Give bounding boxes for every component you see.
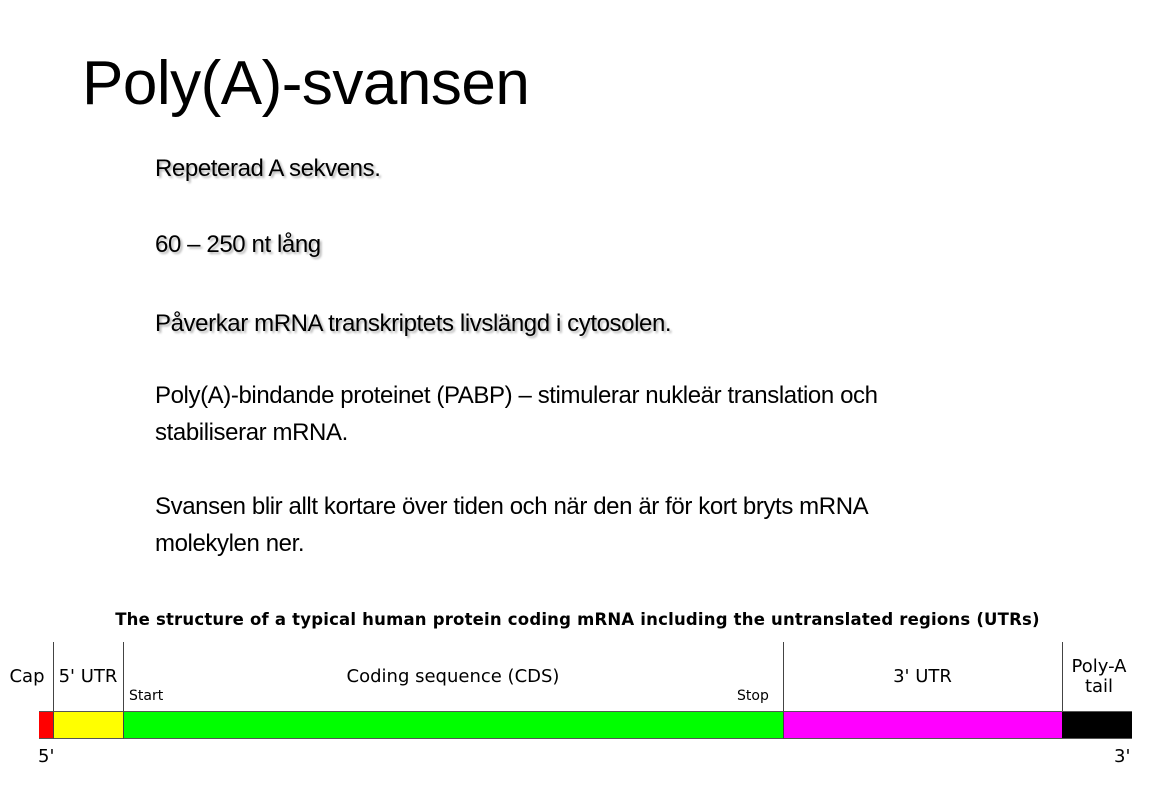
- cds-segment: [123, 711, 784, 739]
- cap-label: Cap: [9, 666, 45, 687]
- divider-line: [783, 642, 784, 739]
- poly-a-tail-label: Poly-A tail: [1071, 656, 1127, 697]
- mrna-structure-diagram: The structure of a typical human protein…: [0, 600, 1160, 780]
- five-utr-label: 5' UTR: [58, 666, 118, 687]
- cap-segment: [39, 711, 54, 739]
- cds-label: Coding sequence (CDS): [346, 666, 560, 687]
- three-utr-segment: [783, 711, 1063, 739]
- five-prime-label: 5': [38, 746, 55, 767]
- poly-a-segment: [1062, 711, 1132, 739]
- slide-title: Poly(A)-svansen: [82, 49, 530, 118]
- divider-line: [123, 642, 124, 739]
- paragraph-length: 60 – 250 nt lång: [155, 231, 321, 258]
- paragraph-pabp: Poly(A)-bindande proteinet (PABP) – stim…: [155, 382, 878, 446]
- three-prime-label: 3': [1114, 746, 1131, 767]
- paragraph-shortening: Svansen blir allt kortare över tiden och…: [155, 493, 867, 557]
- diagram-title: The structure of a typical human protein…: [115, 610, 1040, 629]
- divider-line: [1062, 642, 1063, 739]
- paragraph-repeated-sequence: Repeterad A sekvens.: [155, 155, 381, 182]
- divider-line: [53, 642, 54, 739]
- start-label: Start: [129, 688, 164, 704]
- paragraph-lifetime: Påverkar mRNA transkriptets livslängd i …: [155, 310, 672, 337]
- stop-label: Stop: [737, 688, 769, 704]
- three-utr-label: 3' UTR: [893, 666, 952, 687]
- five-utr-segment: [53, 711, 124, 739]
